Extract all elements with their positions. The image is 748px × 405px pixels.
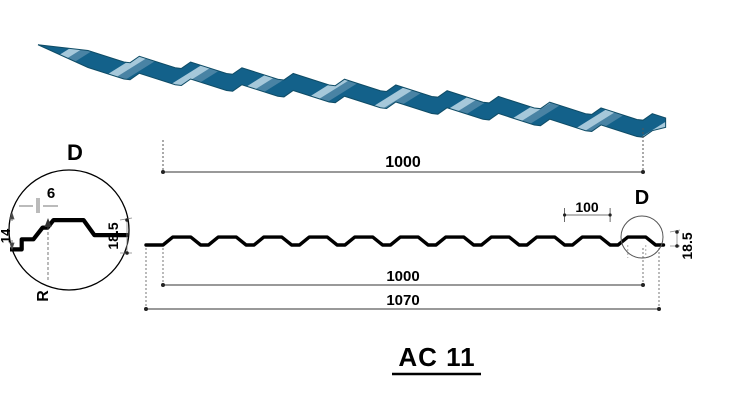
svg-text:D: D [67, 140, 83, 165]
svg-text:6: 6 [47, 185, 55, 202]
svg-text:14: 14 [0, 228, 13, 243]
svg-text:1000: 1000 [385, 154, 421, 171]
svg-text:1070: 1070 [386, 292, 419, 309]
svg-text:R: R [35, 290, 52, 302]
svg-text:18.5: 18.5 [679, 232, 695, 259]
svg-text:D: D [635, 187, 649, 209]
svg-text:1000: 1000 [386, 268, 419, 285]
svg-text:18.5: 18.5 [105, 222, 121, 249]
svg-text:AC 11: AC 11 [398, 342, 475, 372]
svg-text:100: 100 [575, 199, 599, 215]
